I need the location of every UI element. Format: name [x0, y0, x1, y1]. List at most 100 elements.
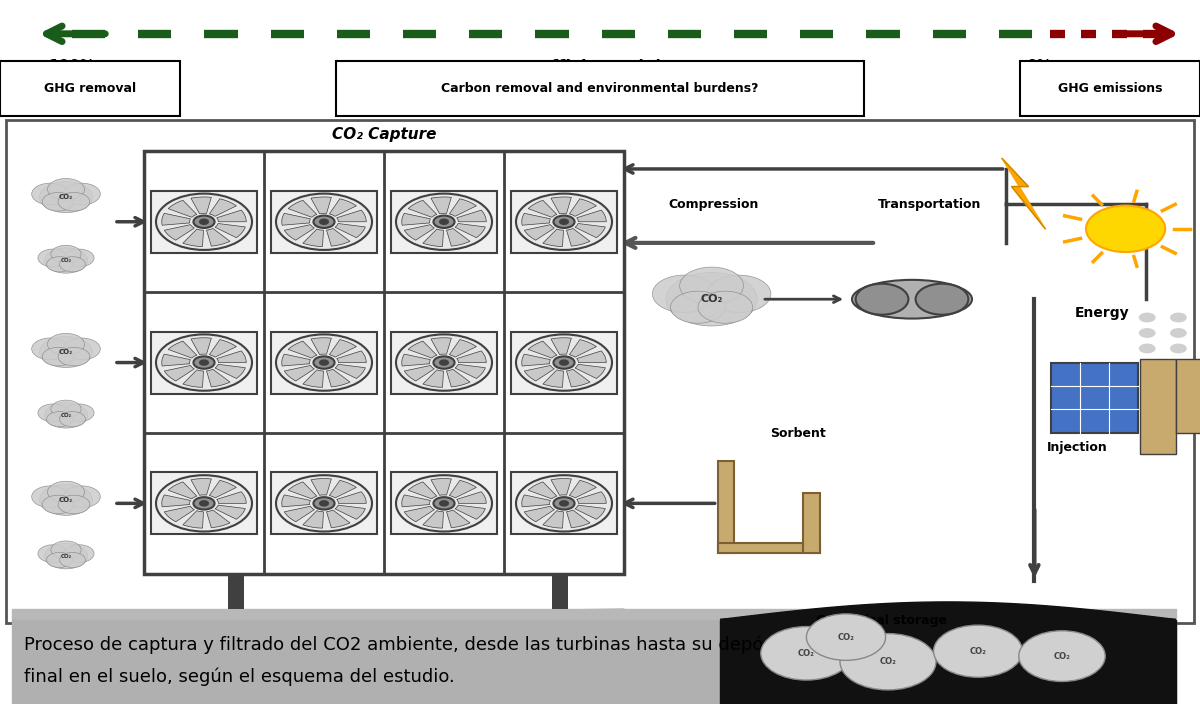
Text: CO₂: CO₂ [701, 294, 722, 304]
Circle shape [40, 337, 92, 367]
Circle shape [671, 291, 725, 323]
Circle shape [31, 338, 68, 360]
Bar [511, 332, 617, 394]
Circle shape [806, 614, 886, 660]
Text: 0%: 0% [1026, 59, 1052, 74]
Text: CO₂: CO₂ [59, 194, 73, 200]
Text: 100%: 100% [48, 59, 95, 74]
Circle shape [60, 412, 85, 427]
Circle shape [1019, 631, 1105, 681]
Circle shape [48, 482, 84, 503]
Polygon shape [720, 620, 1176, 704]
Wedge shape [542, 510, 564, 528]
Circle shape [64, 338, 101, 360]
Circle shape [60, 553, 85, 567]
Bar [271, 472, 377, 534]
Wedge shape [302, 229, 324, 246]
Circle shape [840, 634, 936, 690]
Bar [803, 493, 820, 553]
Wedge shape [566, 510, 590, 528]
Wedge shape [449, 480, 476, 498]
Circle shape [319, 360, 329, 365]
Circle shape [58, 347, 90, 366]
Circle shape [276, 475, 372, 532]
Bar [552, 574, 568, 609]
Bar [718, 543, 820, 553]
Wedge shape [408, 341, 437, 358]
Wedge shape [337, 210, 366, 222]
Wedge shape [302, 370, 324, 387]
Circle shape [38, 545, 68, 562]
Bar [1140, 359, 1176, 454]
Circle shape [1086, 206, 1165, 252]
Wedge shape [455, 223, 485, 238]
Text: CO₂: CO₂ [970, 647, 986, 655]
Wedge shape [575, 364, 605, 379]
Wedge shape [431, 197, 451, 214]
Circle shape [47, 257, 72, 272]
Circle shape [666, 272, 757, 326]
Wedge shape [455, 364, 485, 379]
Text: Transportation: Transportation [878, 199, 982, 211]
Circle shape [433, 215, 455, 228]
Bar [228, 574, 244, 609]
Wedge shape [402, 213, 431, 225]
Circle shape [396, 334, 492, 391]
Text: CO₂: CO₂ [838, 633, 854, 641]
Wedge shape [326, 510, 350, 528]
Wedge shape [215, 364, 245, 379]
Wedge shape [569, 199, 596, 216]
Wedge shape [282, 354, 311, 366]
Text: Injection: Injection [1046, 441, 1108, 453]
FancyBboxPatch shape [336, 61, 864, 116]
Wedge shape [162, 213, 191, 225]
Circle shape [761, 627, 852, 680]
Circle shape [396, 194, 492, 250]
Wedge shape [522, 495, 551, 507]
Circle shape [276, 194, 372, 250]
Text: final en el suelo, según el esquema del estudio.: final en el suelo, según el esquema del … [24, 667, 455, 686]
Bar [271, 332, 377, 394]
Wedge shape [326, 369, 350, 387]
Wedge shape [217, 210, 246, 222]
Wedge shape [408, 482, 437, 499]
Wedge shape [524, 225, 554, 240]
Wedge shape [457, 210, 486, 222]
Wedge shape [431, 479, 451, 496]
Wedge shape [288, 341, 317, 358]
Bar [151, 332, 257, 394]
Wedge shape [288, 201, 317, 218]
FancyBboxPatch shape [6, 120, 1194, 623]
Circle shape [439, 360, 449, 365]
Wedge shape [164, 225, 194, 240]
Circle shape [42, 347, 74, 366]
Wedge shape [522, 354, 551, 366]
Wedge shape [168, 201, 197, 218]
Text: CO₂: CO₂ [59, 497, 73, 503]
Text: GHG removal: GHG removal [44, 82, 136, 95]
Circle shape [313, 215, 335, 228]
Wedge shape [329, 339, 356, 357]
Circle shape [276, 334, 372, 391]
Wedge shape [302, 510, 324, 528]
Wedge shape [577, 351, 606, 363]
Circle shape [58, 192, 90, 211]
Wedge shape [215, 223, 245, 238]
Wedge shape [457, 351, 486, 363]
Ellipse shape [852, 280, 972, 318]
Wedge shape [566, 228, 590, 246]
Wedge shape [404, 225, 434, 240]
Circle shape [1139, 344, 1156, 353]
Polygon shape [720, 602, 1176, 620]
Bar [1176, 359, 1200, 433]
Wedge shape [326, 228, 350, 246]
Circle shape [679, 267, 744, 305]
Circle shape [193, 497, 215, 510]
Circle shape [433, 356, 455, 369]
Circle shape [47, 553, 72, 567]
Circle shape [433, 497, 455, 510]
Wedge shape [528, 201, 557, 218]
Text: CO₂: CO₂ [60, 413, 72, 418]
Circle shape [199, 219, 209, 225]
Wedge shape [209, 339, 236, 357]
